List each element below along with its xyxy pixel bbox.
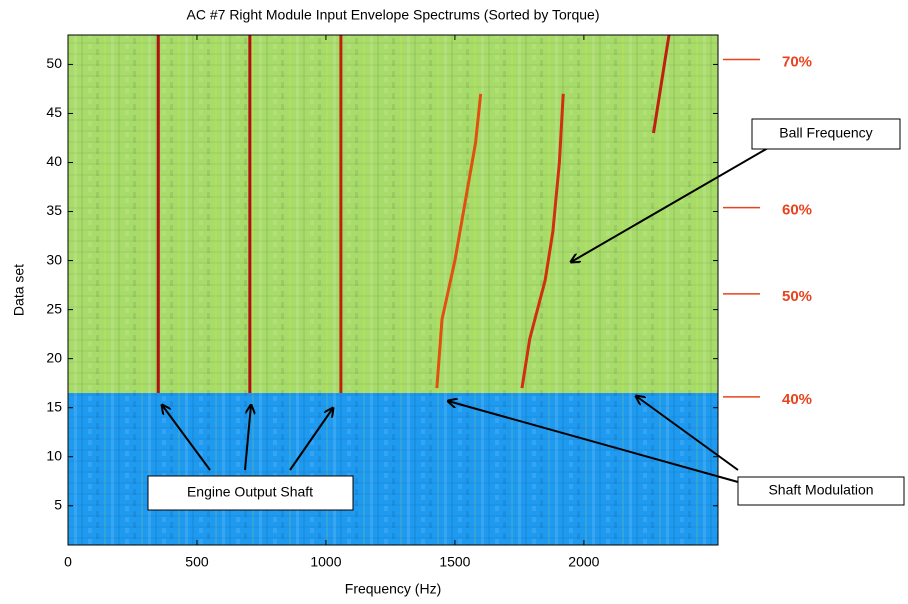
annotation-box — [737, 476, 905, 506]
region-texture — [68, 35, 718, 393]
torque-marker-label: 50% — [782, 288, 812, 305]
y-axis-label: Data set — [11, 264, 27, 316]
chart-title: AC #7 Right Module Input Envelope Spectr… — [187, 7, 600, 23]
annotation-box — [751, 118, 901, 150]
y-tick-label: 45 — [46, 104, 62, 120]
y-tick-label: 25 — [46, 300, 62, 316]
x-tick-label: 2000 — [568, 554, 599, 570]
arrow — [448, 401, 739, 483]
annotation: Engine Output Shaft — [187, 484, 313, 500]
torque-marker-label: 70% — [782, 53, 812, 70]
arrow — [289, 408, 333, 471]
x-tick-label: 1000 — [310, 554, 341, 570]
annotation: Shaft Modulation — [768, 482, 873, 498]
annotation-box — [147, 475, 354, 511]
torque-marker-label: 60% — [782, 202, 812, 219]
ridge — [435, 93, 483, 389]
y-tick-label: 40 — [46, 153, 62, 169]
axes-frame — [67, 34, 719, 546]
y-tick-label: 35 — [46, 202, 62, 218]
y-tick-label: 5 — [54, 496, 62, 512]
torque-marker-label: 40% — [782, 391, 812, 408]
y-tick-label: 10 — [46, 447, 62, 463]
x-axis-label: Frequency (Hz) — [345, 581, 441, 597]
y-tick-label: 20 — [46, 349, 62, 365]
y-tick-label: 50 — [46, 55, 62, 71]
annotations: Engine Output Shaft Ball Frequency Shaft… — [147, 53, 905, 511]
x-tick-label: 1500 — [439, 554, 470, 570]
arrow — [162, 405, 211, 471]
y-tick-label: 30 — [46, 251, 62, 267]
ridge — [520, 93, 565, 389]
arrow — [636, 396, 739, 471]
y-tick-label: 15 — [46, 398, 62, 414]
x-tick-label: 500 — [185, 554, 209, 570]
arrow — [244, 405, 251, 471]
annotation: Ball Frequency — [779, 125, 872, 141]
arrow — [571, 147, 769, 262]
x-tick-label: 0 — [64, 554, 72, 570]
plot-area: 0 500 1000 1500 2000 5 10 15 20 25 30 35 40 45 50 — [46, 34, 719, 570]
region-texture — [68, 392, 718, 545]
ridge — [652, 34, 671, 134]
